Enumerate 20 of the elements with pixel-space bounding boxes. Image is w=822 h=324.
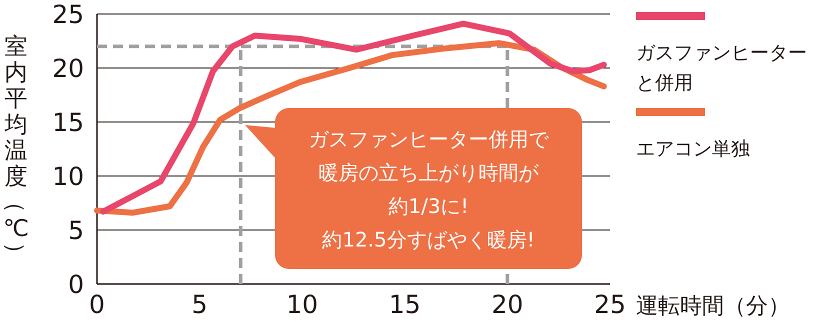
legend-label: エアコン単独 (636, 137, 751, 162)
x-tick-label: 10 (286, 290, 318, 319)
annotation: 約1/3に! (388, 194, 469, 218)
x-tick-label: 20 (491, 290, 524, 319)
x-tick-label: 15 (388, 290, 421, 319)
annotation: ガスファンヒーター併用で (308, 127, 550, 151)
y-tick-label: 20 (52, 54, 84, 83)
y-tick-label: 25 (52, 0, 84, 29)
x-tick-label: 25 (594, 290, 626, 319)
y-tick-label: 5 (68, 216, 84, 245)
text: 室内平均温度（℃） (2, 34, 29, 265)
y-tick-label: 0 (68, 270, 84, 299)
x-axis-title: 運転時間（分） (636, 294, 790, 319)
annotation: 約12.5分すばやく暖房! (322, 228, 535, 252)
x-tick-label: 5 (192, 290, 208, 319)
y-tick-label: 10 (52, 162, 84, 191)
legend-label: ガスファンヒーターと併用 (636, 41, 808, 96)
x-tick-label: 0 (89, 290, 105, 319)
y-tick-label: 15 (52, 108, 84, 137)
annotation: 暖房の立ち上がり時間が (318, 160, 540, 184)
